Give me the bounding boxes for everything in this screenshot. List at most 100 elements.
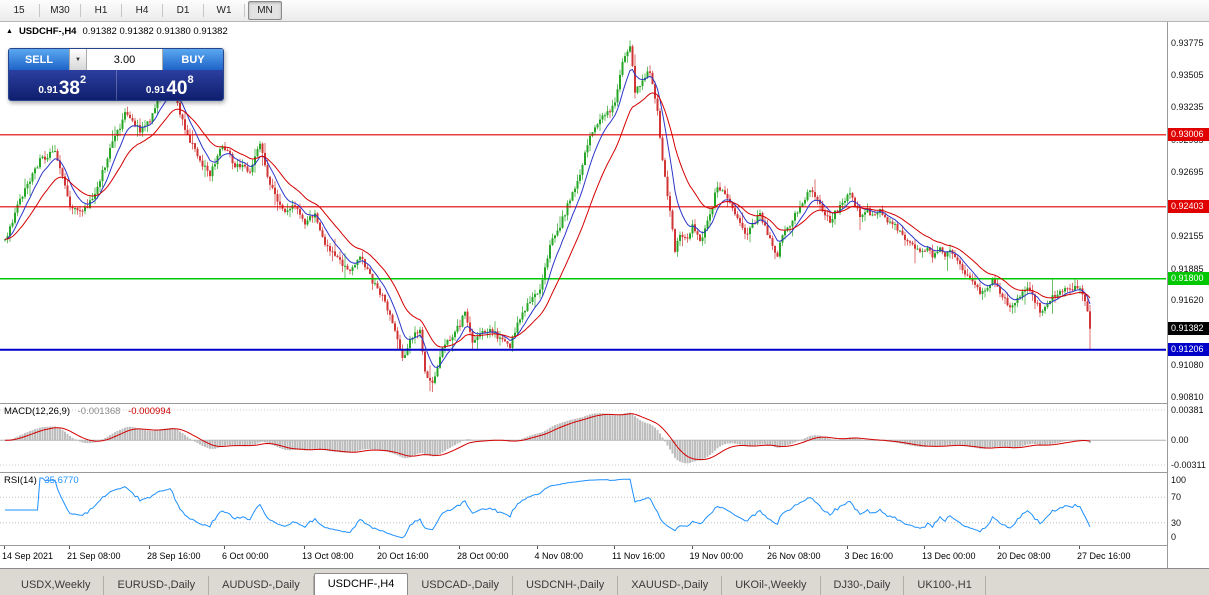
time-axis-label: 13 Oct 08:00 (302, 551, 354, 561)
buy-price[interactable]: 0.91 40 8 (115, 70, 224, 100)
chart-tab-usdchf-h4[interactable]: USDCHF-,H4 (313, 573, 409, 595)
time-axis-tick-mark (149, 546, 150, 549)
volume-dropdown-button[interactable]: ▼ (69, 49, 87, 70)
chart-tab-audusd-daily[interactable]: AUDUSD-,Daily (209, 576, 314, 595)
time-axis-label: 27 Dec 16:00 (1077, 551, 1131, 561)
price-axis-tick: 0.91620 (1171, 295, 1204, 306)
trade-prices-row: 0.91 38 2 0.91 40 8 (9, 70, 223, 100)
rsi-value: 35.6770 (44, 475, 79, 486)
macd-main-value: -0.001368 (77, 406, 121, 417)
timeframe-buttons-group: 15 M30 H1 H4 D1 W1 MN (2, 0, 282, 21)
time-axis-tick-mark (4, 546, 5, 549)
macd-axis-tick: 0.00381 (1171, 405, 1204, 416)
time-axis-tick-mark (224, 546, 225, 549)
trade-controls-row: SELL ▼ 3.00 BUY (9, 49, 223, 70)
price-axis-tick: 0.90810 (1171, 391, 1204, 402)
time-axis-label: 3 Dec 16:00 (844, 551, 894, 561)
rsi-axis-tick: 30 (1171, 517, 1182, 528)
chart-tab-ukoil-weekly[interactable]: UKOil-,Weekly (722, 576, 821, 595)
timeframe-button-h1[interactable]: H1 (94, 5, 108, 16)
chart-window: ▲ USDCHF-,H4 0.91382 0.91382 0.91380 0.9… (0, 22, 1209, 568)
price-axis-tick: 0.91885 (1171, 263, 1204, 274)
price-level-label: 0.91800 (1168, 272, 1209, 286)
macd-axis-tick: 0.00 (1171, 435, 1189, 446)
time-axis-tick-mark (459, 546, 460, 549)
time-axis: 14 Sep 2021 21 Sep 08:00 28 Sep 16:00 6 Oct… (0, 546, 1167, 568)
time-axis-label: 20 Oct 16:00 (377, 551, 429, 561)
chart-canvas[interactable] (0, 22, 1167, 568)
volume-input[interactable]: 3.00 (87, 49, 163, 70)
timeframe-button-mn[interactable]: MN (248, 1, 282, 20)
price-level-label: 0.92403 (1168, 200, 1209, 214)
time-axis-label: 13 Dec 00:00 (922, 551, 976, 561)
timeframe-button-d1[interactable]: D1 (176, 5, 190, 16)
one-click-trading-panel: SELL ▼ 3.00 BUY 0.91 38 2 0.91 40 8 (8, 48, 224, 101)
chart-tab-usdx-weekly[interactable]: USDX,Weekly (8, 576, 105, 595)
collapse-triangle-icon[interactable]: ▲ (6, 27, 13, 35)
timeframe-button-m30[interactable]: M30 (50, 5, 70, 16)
chart-tab-uk100-h1[interactable]: UK100-,H1 (904, 576, 986, 595)
rsi-axis-tick: 70 (1171, 492, 1182, 503)
time-axis-tick-mark (999, 546, 1000, 549)
time-axis-tick-mark (379, 546, 380, 549)
time-axis-tick-mark (769, 546, 770, 549)
price-axis-tick: 0.93775 (1171, 38, 1204, 48)
macd-signal-value: -0.000994 (128, 406, 171, 417)
chevron-down-icon: ▼ (75, 56, 81, 63)
toolbar-separator (39, 4, 40, 17)
chart-tab-bar: USDX,Weekly EURUSD-,Daily AUDUSD-,Daily USD… (0, 568, 1209, 595)
sell-button[interactable]: SELL (9, 49, 69, 70)
panel-separator[interactable] (0, 472, 1209, 473)
toolbar-separator (203, 4, 204, 17)
price-axis-tick: 0.91080 (1171, 359, 1204, 370)
price-axis-tick: 0.92155 (1171, 231, 1204, 242)
time-axis-tick-mark (924, 546, 925, 549)
time-axis-tick-mark (69, 546, 70, 549)
sell-price-prefix: 0.91 (38, 85, 58, 96)
chart-ohlc-values: 0.91382 0.91382 0.91380 0.91382 (82, 26, 228, 37)
macd-axis-tick: -0.00311 (1171, 460, 1206, 471)
sell-price[interactable]: 0.91 38 2 (9, 70, 116, 100)
buy-price-big: 40 (166, 78, 188, 99)
price-axis-tick: 0.93505 (1171, 70, 1204, 81)
timeframe-button-15[interactable]: 15 (13, 5, 25, 16)
chart-tab-xauusd-daily[interactable]: XAUUSD-,Daily (618, 576, 723, 595)
chart-tab-usdcnh-daily[interactable]: USDCNH-,Daily (513, 576, 619, 595)
time-axis-label: 21 Sep 08:00 (67, 551, 121, 561)
toolbar-separator (80, 4, 81, 17)
time-axis-label: 28 Sep 16:00 (147, 551, 201, 561)
time-axis-label: 28 Oct 00:00 (457, 551, 509, 561)
time-axis-label: 4 Nov 08:00 (534, 551, 584, 561)
toolbar-separator (121, 4, 122, 17)
panel-separator[interactable] (0, 403, 1209, 404)
buy-price-sup: 8 (187, 74, 194, 86)
time-axis-label: 20 Dec 08:00 (997, 551, 1051, 561)
buy-button[interactable]: BUY (163, 49, 223, 70)
time-axis-tick-mark (304, 546, 305, 549)
macd-name: MACD(12,26,9) (4, 406, 70, 417)
chart-tab-dj30-daily[interactable]: DJ30-,Daily (821, 576, 905, 595)
price-level-label: 0.91382 (1168, 322, 1209, 336)
time-axis-tick-mark (536, 546, 538, 549)
timeframe-button-w1[interactable]: W1 (216, 5, 232, 16)
time-axis-label: 19 Nov 00:00 (689, 551, 744, 561)
time-axis-label: 11 Nov 16:00 (612, 551, 665, 561)
timeframe-button-h4[interactable]: H4 (135, 5, 149, 16)
buy-price-prefix: 0.91 (145, 85, 166, 96)
price-axis-tick: 0.93235 (1171, 102, 1204, 113)
time-axis-label: 26 Nov 08:00 (767, 551, 821, 561)
macd-indicator-label: MACD(12,26,9) -0.001368 -0.000994 (4, 406, 171, 417)
price-axis-tick: 0.92695 (1171, 166, 1204, 177)
toolbar-separator (244, 4, 245, 17)
toolbar-separator (162, 4, 163, 17)
chart-header: ▲ USDCHF-,H4 0.91382 0.91382 0.91380 0.9… (6, 26, 228, 37)
chart-tab-usdcad-daily[interactable]: USDCAD-,Daily (408, 576, 513, 595)
panel-separator[interactable] (0, 545, 1209, 546)
rsi-axis-tick: 0 (1171, 532, 1177, 542)
price-level-label: 0.93006 (1168, 128, 1209, 142)
time-axis-tick-mark (614, 546, 615, 549)
time-axis-label: 6 Oct 00:00 (222, 551, 269, 561)
rsi-indicator-label: RSI(14) 35.6770 (4, 475, 79, 486)
price-level-label: 0.91206 (1168, 343, 1209, 357)
chart-tab-eurusd-daily[interactable]: EURUSD-,Daily (104, 576, 210, 595)
